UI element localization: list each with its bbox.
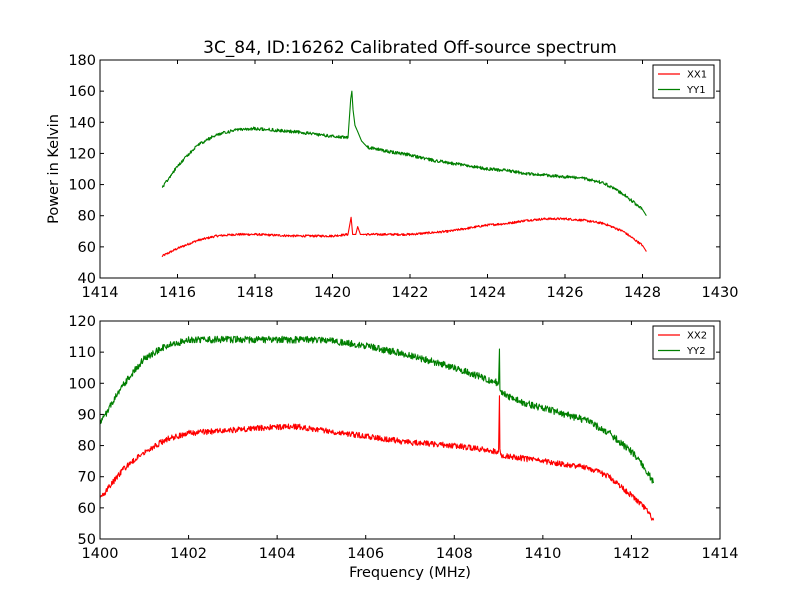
legend-label: YY1 xyxy=(686,85,706,96)
bottom-panel: 1400 1402 1404 1406 1408 1410 1412 1414 50 60 70 80… xyxy=(68,314,738,581)
legend-label: XX1 xyxy=(687,70,707,81)
y-axis-label: Power in Kelvin xyxy=(46,114,62,224)
x-tick-label: 1428 xyxy=(624,285,661,301)
y-tick-label: 120 xyxy=(68,146,96,162)
series-line-xx2 xyxy=(99,395,655,521)
x-tick-label: 1418 xyxy=(237,285,274,301)
x-tick-label: 1408 xyxy=(436,546,473,562)
legend-box xyxy=(652,325,715,360)
y-tick-label: 40 xyxy=(78,271,96,287)
y-tick-label: 110 xyxy=(68,345,96,361)
legend-box xyxy=(652,64,715,99)
x-tick-label: 1412 xyxy=(613,546,650,562)
y-tick-label: 100 xyxy=(68,376,96,392)
axes-frame xyxy=(99,320,721,540)
y-tick-label: 120 xyxy=(68,314,96,330)
x-tick-label: 1410 xyxy=(524,546,561,562)
y-tick-label: 80 xyxy=(78,209,96,225)
x-tick-label: 1400 xyxy=(82,546,119,562)
y-tick-label: 100 xyxy=(68,178,96,194)
y-tick-label: 50 xyxy=(78,532,96,548)
x-tick-label: 1404 xyxy=(259,546,296,562)
series-line-xx1 xyxy=(161,216,647,257)
x-tick-label: 1406 xyxy=(347,546,384,562)
x-tick-label: 1420 xyxy=(314,285,351,301)
x-tick-label: 1426 xyxy=(547,285,584,301)
x-tick-label: 1422 xyxy=(392,285,429,301)
top-panel: 1414 1416 1418 1420 1422 1424 1426 1428 1430 40 60… xyxy=(46,53,738,301)
y-tick-label: 70 xyxy=(78,470,96,486)
y-tick-label: 60 xyxy=(78,501,96,517)
legend-label: YY2 xyxy=(686,346,706,357)
series-line-yy2 xyxy=(99,335,655,484)
legend-label: XX2 xyxy=(687,331,707,342)
y-tick-label: 180 xyxy=(68,53,96,69)
x-tick-label: 1414 xyxy=(82,285,119,301)
x-tick-label: 1430 xyxy=(702,285,739,301)
y-tick-label: 80 xyxy=(78,439,96,455)
x-tick-label: 1416 xyxy=(159,285,196,301)
y-tick-label: 140 xyxy=(68,115,96,131)
x-tick-label: 1414 xyxy=(702,546,739,562)
y-tick-label: 60 xyxy=(78,240,96,256)
y-tick-label: 160 xyxy=(68,84,96,100)
x-tick-label: 1424 xyxy=(469,285,506,301)
x-tick-label: 1402 xyxy=(170,546,207,562)
y-tick-label: 90 xyxy=(78,407,96,423)
x-axis-label: Frequency (MHz) xyxy=(349,565,471,581)
series-line-yy1 xyxy=(161,90,647,217)
chart-title: 3C_84, ID:16262 Calibrated Off-source sp… xyxy=(203,38,617,58)
